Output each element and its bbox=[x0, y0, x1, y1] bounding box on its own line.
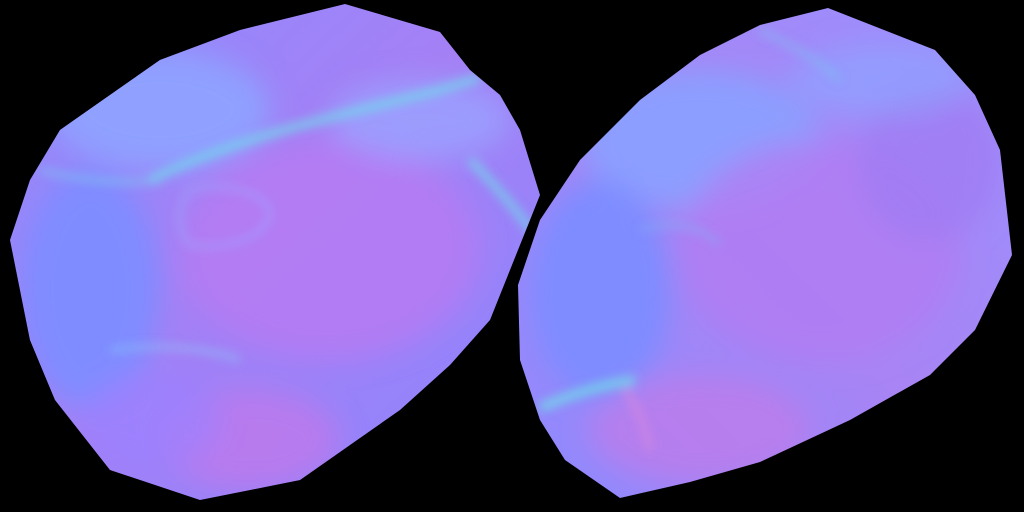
right-light-ridge bbox=[790, 45, 970, 115]
right-cyan-ridge bbox=[758, 27, 842, 82]
right-violet-right bbox=[860, 80, 1000, 240]
left-lower-shade bbox=[80, 370, 220, 470]
right-magenta-bottom bbox=[590, 375, 810, 485]
left-highlight-top bbox=[50, 50, 270, 170]
left-bump-outline bbox=[177, 184, 273, 249]
right-blue-fold bbox=[639, 222, 722, 247]
left-cyan-crease-2 bbox=[39, 167, 161, 185]
left-cyan-crease bbox=[148, 74, 481, 184]
right-magenta-crease bbox=[622, 387, 654, 451]
right-normal-map-island bbox=[518, 8, 1012, 498]
left-normal-map-island bbox=[10, 4, 540, 500]
left-violet-center bbox=[180, 140, 480, 360]
right-cyan-crease bbox=[538, 375, 636, 413]
left-light-ridge bbox=[330, 80, 510, 160]
left-cyan-crease-3 bbox=[109, 344, 241, 363]
right-blue-edge bbox=[530, 180, 670, 400]
